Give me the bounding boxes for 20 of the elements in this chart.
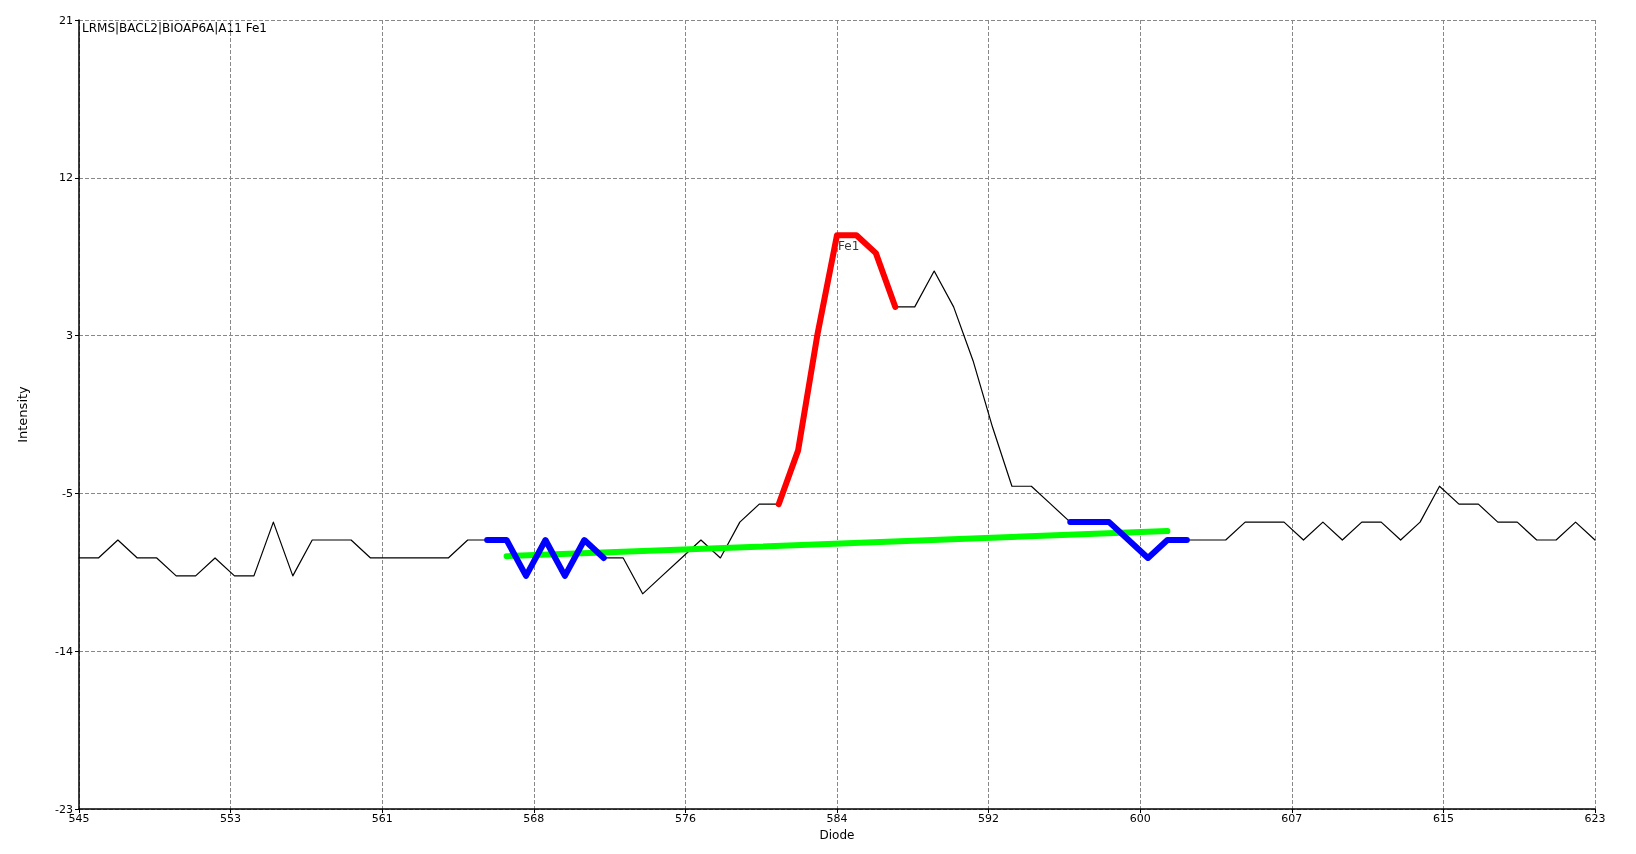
- y-tick-label: 21: [59, 13, 73, 27]
- x-tick-label: 592: [978, 812, 1000, 825]
- x-tick-label: 607: [1281, 812, 1303, 825]
- x-axis-title: Diode: [819, 828, 855, 842]
- annotation: Fe1: [838, 239, 860, 254]
- x-tick-label: 568: [523, 812, 545, 825]
- x-tick-label: 623: [1584, 812, 1606, 825]
- y-axis-title: Intensity: [15, 385, 30, 443]
- y-tick-label: 3: [66, 329, 73, 343]
- y-tick-label: 12: [59, 171, 73, 185]
- x-tick-label: 545: [68, 812, 90, 825]
- y-tick-label: -14: [55, 644, 73, 658]
- x-tick-label: 553: [220, 812, 242, 825]
- x-tick-label: 561: [371, 812, 393, 825]
- annotation: LRMS|BACL2|BIOAP6A|A11 Fe1: [82, 21, 267, 35]
- x-tick-label: 576: [674, 812, 696, 825]
- y-tick-label: -5: [62, 486, 73, 500]
- x-tick-label: 615: [1432, 812, 1454, 825]
- x-tick-label: 584: [826, 812, 848, 825]
- x-tick-label: 600: [1129, 812, 1151, 825]
